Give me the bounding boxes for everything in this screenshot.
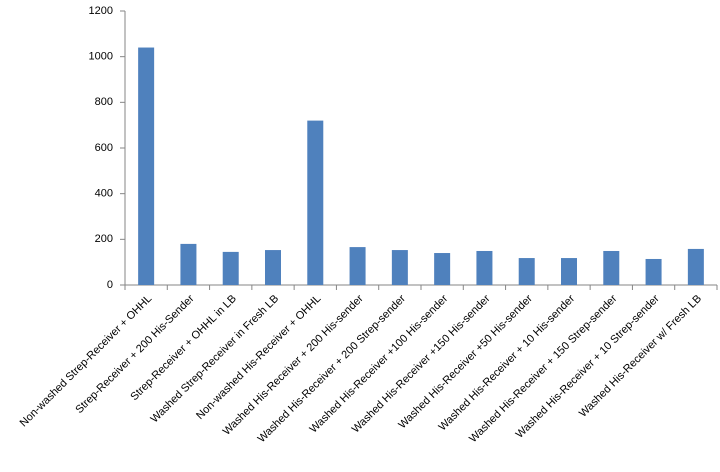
- y-tick-label: 200: [95, 233, 113, 245]
- bar: [434, 253, 451, 285]
- bar: [222, 251, 239, 285]
- bar: [561, 258, 577, 285]
- bar: [138, 47, 155, 286]
- bar: [687, 248, 704, 285]
- y-tick-label: 1000: [89, 51, 113, 63]
- x-tick-label: Washed His-Receiver + 150 Strep-sender: [467, 292, 620, 445]
- bar: [265, 250, 281, 285]
- bar: [349, 247, 366, 285]
- bar: [307, 120, 324, 285]
- y-tick-label: 1200: [89, 5, 113, 17]
- y-tick-label: 800: [95, 96, 113, 108]
- bar: [391, 250, 408, 285]
- y-tick-label: 400: [95, 188, 113, 200]
- y-tick-label: 600: [95, 142, 113, 154]
- x-tick-label: Washed His-Receiver + 200 Strep-sender: [256, 292, 409, 445]
- bar: [476, 250, 493, 285]
- bar: [180, 243, 197, 285]
- y-tick-label: 0: [107, 279, 113, 291]
- bar: [518, 258, 535, 285]
- bar: [645, 258, 662, 285]
- bar: [603, 250, 620, 285]
